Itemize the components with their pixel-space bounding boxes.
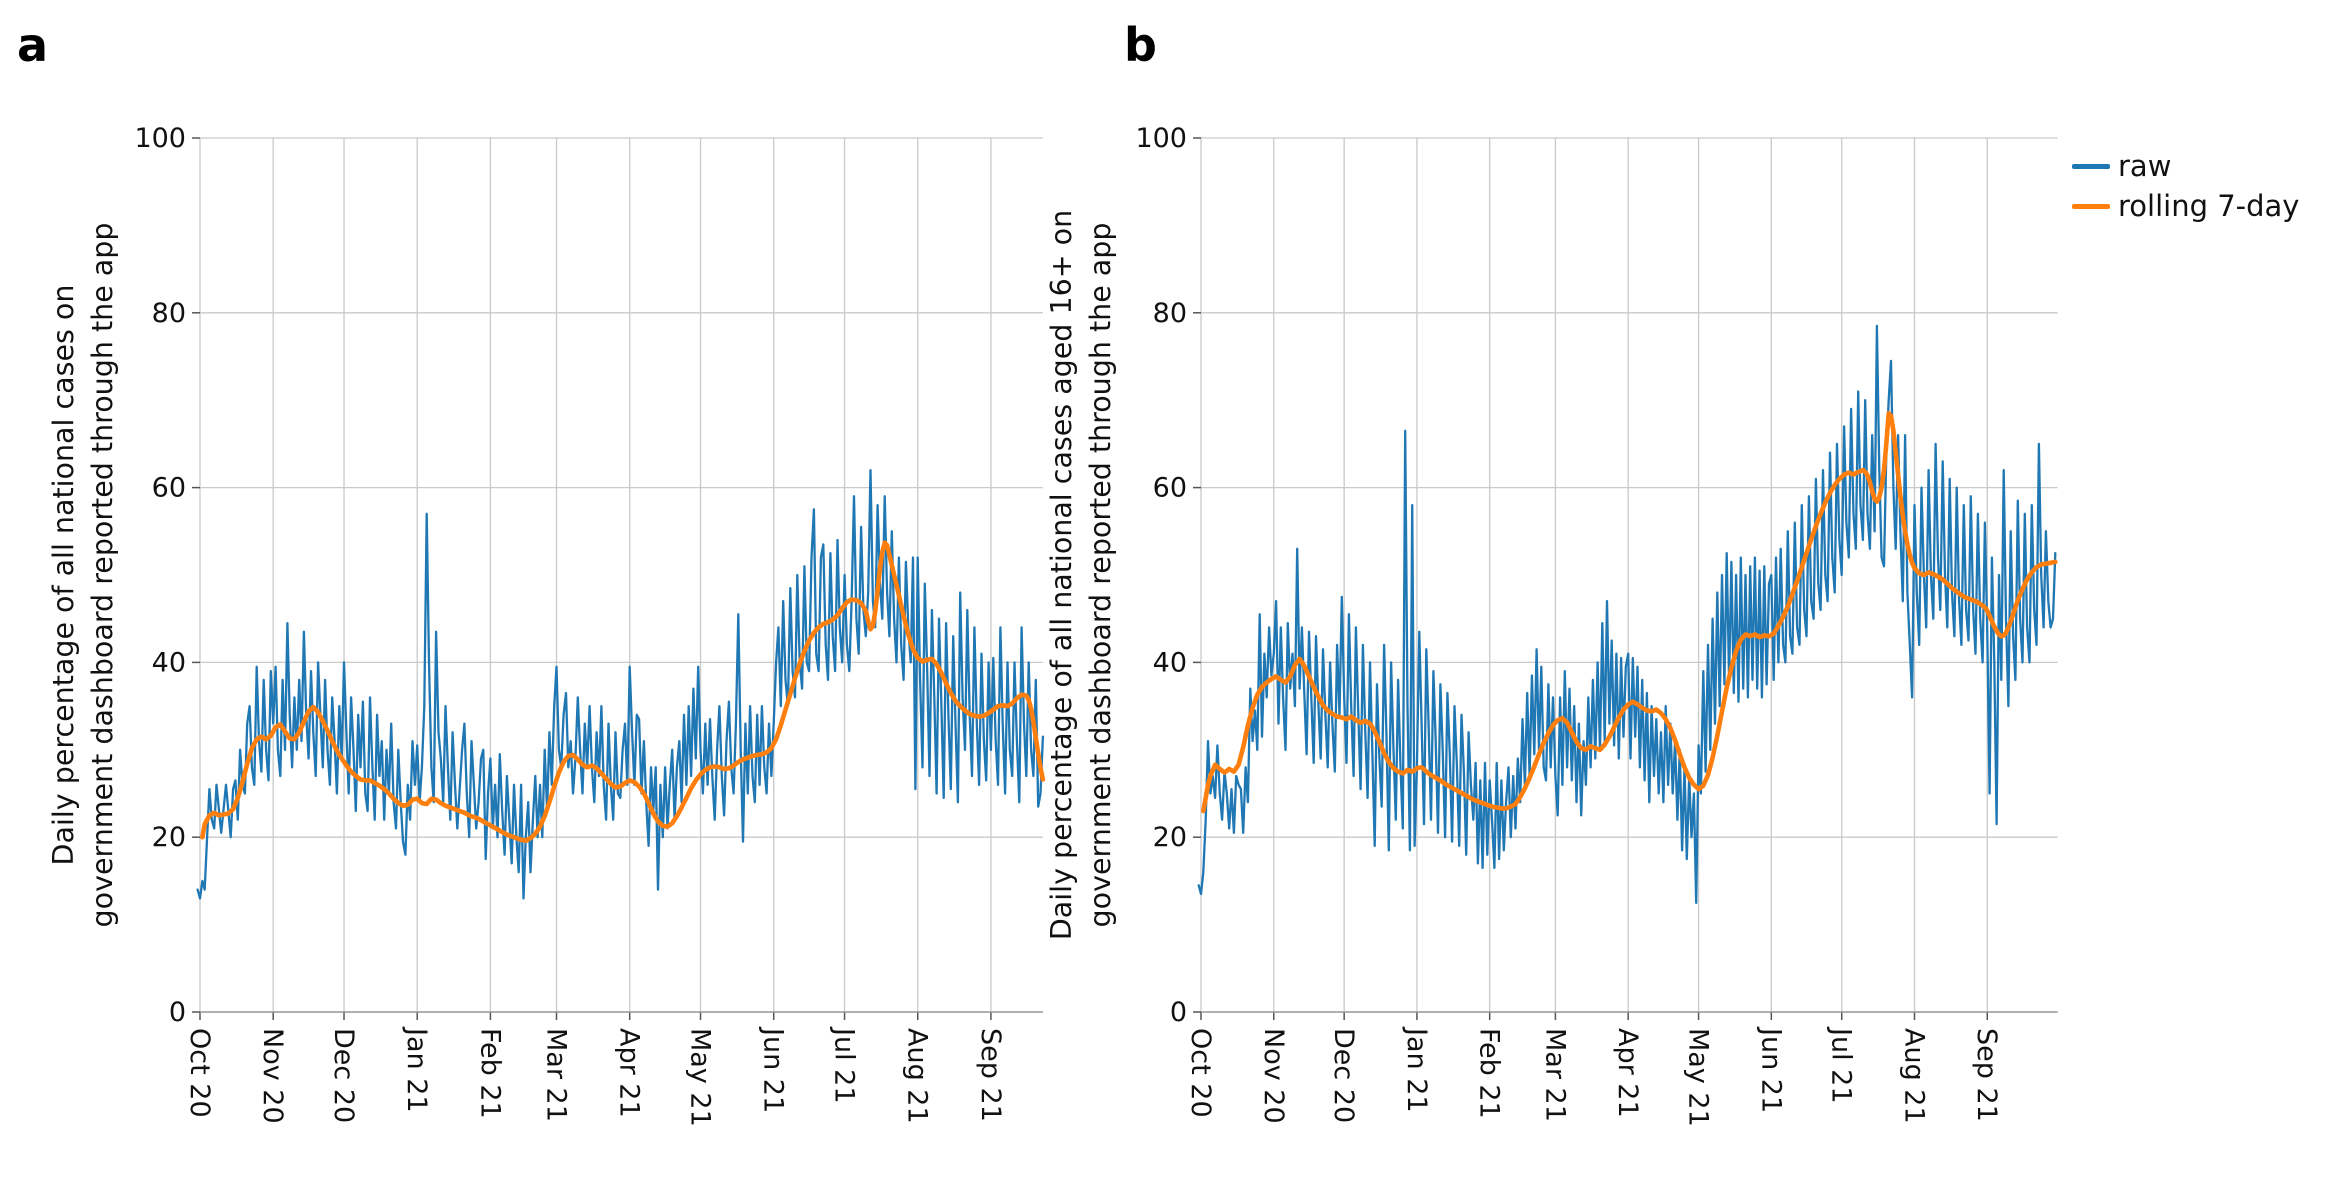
- panel-b-plot: Oct 20 Nov 20 Dec 20 Jan 21 Feb 21 Mar 21 Apr …: [1135, 123, 2058, 1127]
- panel-a-plot: Oct 20 Nov 20 Dec 20 Jan 21 Feb 21 Mar 21 Apr …: [134, 123, 1046, 1127]
- raw-line-b: [1197, 324, 2057, 904]
- x-tick-label: Mar 21: [541, 1028, 572, 1122]
- panel-b-label: b: [1124, 18, 1157, 72]
- legend-item-rolling: rolling 7-day: [2072, 186, 2299, 226]
- legend: raw rolling 7-day: [2072, 146, 2299, 226]
- x-tick-label: Aug 21: [902, 1028, 933, 1124]
- legend-label-rolling: rolling 7-day: [2118, 189, 2300, 223]
- x-tick-label: Jul 21: [1826, 1026, 1857, 1104]
- legend-label-raw: raw: [2118, 149, 2172, 183]
- panel-b-ylabel-line1: Daily percentage of all national cases a…: [1045, 209, 1078, 941]
- x-tick-label: May 21: [685, 1028, 716, 1127]
- legend-item-raw: raw: [2072, 146, 2299, 186]
- x-tick-label: Apr 21: [614, 1028, 645, 1118]
- y-tick-label: 0: [1170, 997, 1187, 1028]
- x-tick-label: Aug 21: [1898, 1028, 1929, 1124]
- x-tick-label: Nov 20: [1258, 1028, 1289, 1124]
- x-tick-label: Jun 21: [1755, 1026, 1786, 1113]
- x-tick-label: Sep 21: [1971, 1028, 2002, 1122]
- raw-line-swatch-icon: [2072, 163, 2110, 169]
- y-tick-label: 40: [152, 647, 186, 678]
- panel-b-ylabel-line2: government dashboard reported through th…: [1084, 222, 1117, 928]
- panel-a-label: a: [17, 18, 49, 72]
- x-tick-label: Dec 20: [328, 1028, 359, 1123]
- y-tick-label: 60: [1153, 473, 1187, 504]
- y-tick-label: 40: [1153, 647, 1187, 678]
- x-tick-label: Jun 21: [758, 1026, 789, 1113]
- x-tick-label: Oct 20: [184, 1028, 215, 1118]
- y-tick-label: 80: [1153, 298, 1187, 329]
- x-tick-label: Nov 20: [257, 1028, 288, 1124]
- y-tick-label: 80: [152, 298, 186, 329]
- y-tick-label: 60: [152, 473, 186, 504]
- x-tick-label: Sep 21: [975, 1028, 1006, 1122]
- x-tick-label: Dec 20: [1328, 1028, 1359, 1123]
- y-tick-label: 20: [1153, 822, 1187, 853]
- x-tick-label: Apr 21: [1612, 1028, 1643, 1118]
- x-tick-label: Feb 21: [474, 1028, 505, 1119]
- panel-a-ylabel-line1: Daily percentage of all national cases o…: [47, 284, 80, 866]
- rolling-line-swatch-icon: [2072, 203, 2110, 209]
- x-tick-label: Oct 20: [1185, 1028, 1216, 1118]
- x-tick-label: Mar 21: [1539, 1028, 1570, 1122]
- x-tick-label: May 21: [1683, 1028, 1714, 1127]
- y-tick-label: 0: [169, 997, 186, 1028]
- x-tick-label: Jul 21: [829, 1026, 860, 1104]
- y-tick-label: 100: [1135, 123, 1187, 154]
- y-tick-label: 100: [134, 123, 186, 154]
- panel-a-ylabel-line2: government dashboard reported through th…: [86, 222, 119, 928]
- x-tick-label: Jan 21: [1401, 1026, 1432, 1113]
- x-tick-label: Jan 21: [401, 1026, 432, 1113]
- rolling-line-b: [1201, 410, 2058, 814]
- y-tick-label: 20: [152, 822, 186, 853]
- x-tick-label: Feb 21: [1474, 1028, 1505, 1119]
- raw-line-a: [196, 468, 1045, 900]
- rolling-line-a: [200, 540, 1046, 844]
